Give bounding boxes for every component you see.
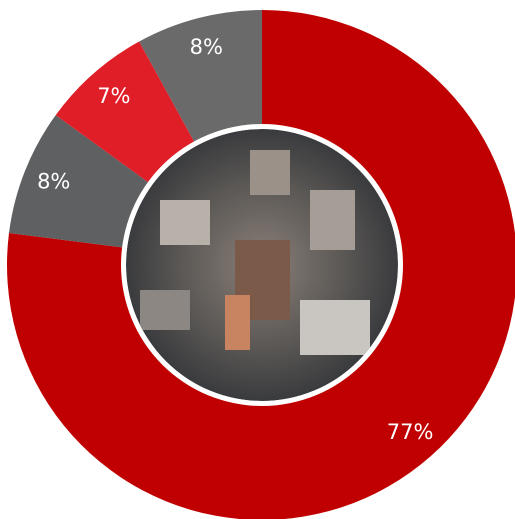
- data-label: 8%: [190, 35, 223, 59]
- photo-building: [140, 290, 190, 330]
- photo-building: [160, 200, 210, 245]
- photo-building: [250, 150, 290, 195]
- center-photo: [126, 129, 398, 401]
- labels: 77% 8% 7% 8%: [37, 35, 433, 444]
- photo-building: [300, 300, 370, 355]
- slice: [139, 10, 262, 152]
- slice: [55, 41, 200, 189]
- slice: [7, 10, 515, 519]
- photo-building: [310, 190, 355, 250]
- slices: [7, 10, 515, 519]
- photo-building: [225, 295, 250, 350]
- data-label: 8%: [37, 170, 70, 194]
- slice: [9, 115, 157, 249]
- data-label: 7%: [97, 84, 130, 108]
- data-label: 77%: [387, 420, 434, 444]
